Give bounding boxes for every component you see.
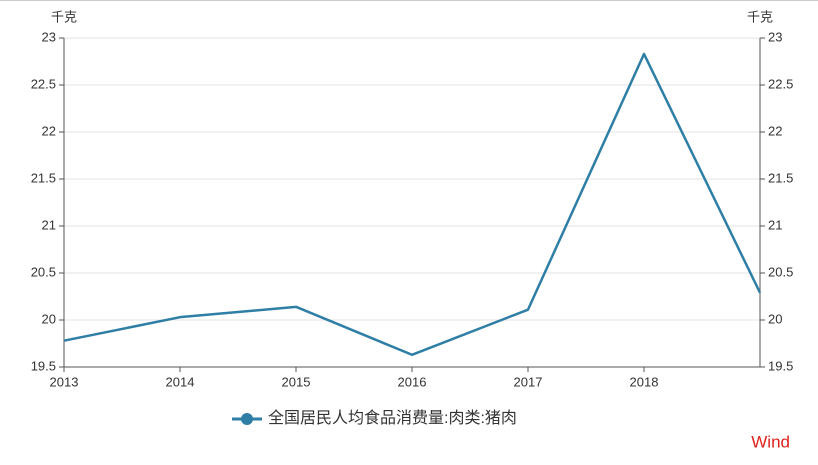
y-tick-label: 22	[42, 123, 56, 138]
y2-tick-label: 22.5	[768, 76, 793, 91]
x-tick-label: 2017	[514, 374, 543, 389]
y-tick-label: 23	[42, 29, 56, 44]
y2-axis-unit: 千克	[747, 9, 773, 24]
y-tick-label: 21	[42, 217, 56, 232]
legend-label: 全国居民人均食品消费量:肉类:猪肉	[268, 409, 517, 427]
watermark: Wind	[751, 432, 790, 451]
series-line	[63, 52, 762, 357]
y-tick-label: 19.5	[31, 358, 56, 373]
y2-tick-label: 20.5	[768, 264, 793, 279]
y2-tick-label: 23	[768, 29, 782, 44]
y-axis-unit: 千克	[51, 9, 77, 24]
y-tick-label: 21.5	[31, 170, 56, 185]
y-tick-label: 20	[42, 311, 56, 326]
y2-tick-label: 21.5	[768, 170, 793, 185]
y-tick-label: 22.5	[31, 76, 56, 91]
y2-tick-label: 19.5	[768, 358, 793, 373]
x-tick-label: 2016	[398, 374, 427, 389]
legend-marker	[241, 413, 253, 425]
x-tick-label: 2013	[50, 374, 79, 389]
x-tick-label: 2015	[282, 374, 311, 389]
y2-tick-label: 22	[768, 123, 782, 138]
y-tick-label: 20.5	[31, 264, 56, 279]
y2-tick-label: 20	[768, 311, 782, 326]
y2-tick-label: 21	[768, 217, 782, 232]
x-tick-label: 2014	[166, 374, 195, 389]
x-tick-label: 2018	[630, 374, 659, 389]
